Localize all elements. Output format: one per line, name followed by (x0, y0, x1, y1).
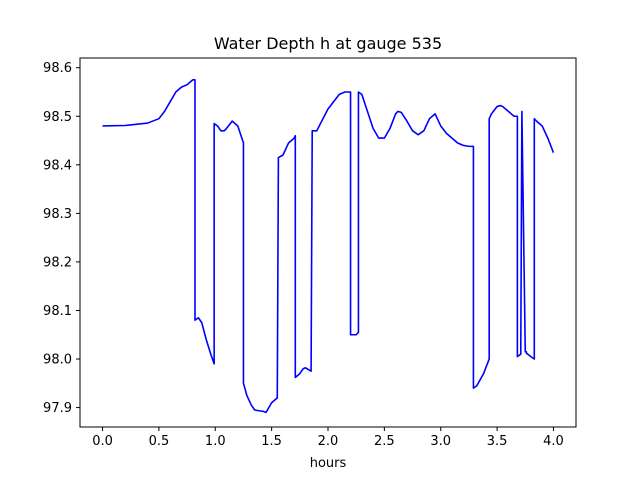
x-tick-label: 0.0 (92, 434, 113, 449)
x-tick-label: 0.5 (149, 434, 170, 449)
x-axis-label: hours (310, 456, 347, 471)
y-tick-label: 98.6 (43, 61, 72, 76)
x-tick-label: 3.0 (430, 434, 451, 449)
y-tick-label: 98.4 (43, 158, 72, 173)
y-tick-label: 97.9 (43, 401, 72, 416)
x-tick-label: 1.5 (261, 434, 282, 449)
x-tick-label: 2.0 (318, 434, 339, 449)
y-tick-label: 98.2 (43, 255, 72, 270)
chart-title: Water Depth h at gauge 535 (214, 34, 442, 53)
x-tick-label: 4.0 (543, 434, 564, 449)
plot-area (102, 79, 555, 414)
y-axis: 97.9 98.0 98.1 98.2 98.3 98.4 98.5 98.6 (43, 61, 80, 416)
series-line-water-depth (102, 79, 555, 414)
x-tick-label: 3.5 (487, 434, 508, 449)
y-tick-label: 98.3 (43, 207, 72, 222)
x-axis: 0.0 0.5 1.0 1.5 2.0 2.5 3.0 3.5 4.0 (92, 427, 564, 449)
y-tick-label: 98.5 (43, 110, 72, 125)
y-tick-label: 98.1 (43, 304, 72, 319)
y-tick-label: 98.0 (43, 353, 72, 368)
x-tick-label: 2.5 (374, 434, 395, 449)
x-tick-label: 1.0 (205, 434, 226, 449)
